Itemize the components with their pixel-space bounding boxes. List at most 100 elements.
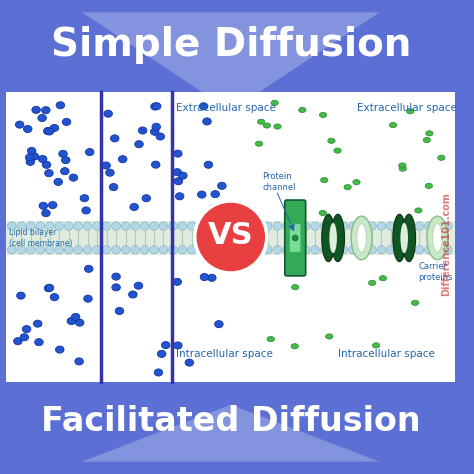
Ellipse shape <box>34 320 42 327</box>
Circle shape <box>17 222 26 230</box>
Text: Carrier
proteins: Carrier proteins <box>419 263 453 282</box>
Ellipse shape <box>62 156 70 164</box>
Text: Intracellular space: Intracellular space <box>338 349 435 359</box>
Ellipse shape <box>54 178 63 185</box>
Circle shape <box>368 222 376 230</box>
Text: Difference101.com: Difference101.com <box>442 191 452 296</box>
Circle shape <box>377 246 386 254</box>
Circle shape <box>273 246 282 254</box>
Ellipse shape <box>20 334 28 341</box>
FancyBboxPatch shape <box>290 224 301 252</box>
Ellipse shape <box>174 178 182 185</box>
Circle shape <box>169 246 177 254</box>
Polygon shape <box>82 405 380 462</box>
Ellipse shape <box>72 313 80 320</box>
Circle shape <box>83 246 92 254</box>
Ellipse shape <box>319 112 327 118</box>
Ellipse shape <box>438 155 445 160</box>
Ellipse shape <box>425 183 433 189</box>
Circle shape <box>387 246 395 254</box>
Ellipse shape <box>115 308 124 314</box>
Circle shape <box>188 222 196 230</box>
Ellipse shape <box>433 224 442 252</box>
Circle shape <box>178 246 187 254</box>
Circle shape <box>140 246 149 254</box>
Ellipse shape <box>411 300 419 305</box>
Ellipse shape <box>204 161 213 168</box>
Circle shape <box>415 222 424 230</box>
Polygon shape <box>82 12 380 111</box>
Ellipse shape <box>153 103 161 110</box>
Circle shape <box>235 246 244 254</box>
Ellipse shape <box>44 285 53 292</box>
Circle shape <box>292 222 301 230</box>
Ellipse shape <box>203 118 211 125</box>
Ellipse shape <box>263 123 271 128</box>
Ellipse shape <box>42 161 51 168</box>
Circle shape <box>121 246 130 254</box>
Circle shape <box>292 235 298 241</box>
Ellipse shape <box>257 119 265 124</box>
Ellipse shape <box>357 224 366 252</box>
Ellipse shape <box>156 133 164 140</box>
Ellipse shape <box>69 174 78 181</box>
Circle shape <box>226 222 234 230</box>
Circle shape <box>377 222 386 230</box>
Circle shape <box>339 222 348 230</box>
Ellipse shape <box>274 124 281 129</box>
Ellipse shape <box>369 280 376 285</box>
Ellipse shape <box>173 342 182 349</box>
Ellipse shape <box>134 282 143 289</box>
Ellipse shape <box>42 210 50 217</box>
Ellipse shape <box>106 169 114 176</box>
Ellipse shape <box>42 107 50 114</box>
Ellipse shape <box>138 127 147 134</box>
Circle shape <box>102 222 111 230</box>
Circle shape <box>27 246 35 254</box>
Circle shape <box>159 246 168 254</box>
Circle shape <box>36 222 45 230</box>
Circle shape <box>406 246 414 254</box>
Text: Protein
channel: Protein channel <box>262 173 296 191</box>
Ellipse shape <box>26 154 34 161</box>
Circle shape <box>93 222 101 230</box>
Circle shape <box>444 246 452 254</box>
Ellipse shape <box>38 114 46 121</box>
Circle shape <box>320 246 329 254</box>
Circle shape <box>27 222 35 230</box>
Circle shape <box>195 201 267 273</box>
Ellipse shape <box>326 334 333 339</box>
Ellipse shape <box>30 153 39 160</box>
Ellipse shape <box>80 195 89 202</box>
Bar <box>6 221 456 255</box>
Ellipse shape <box>407 109 414 114</box>
Polygon shape <box>6 12 456 149</box>
Circle shape <box>178 222 187 230</box>
Circle shape <box>55 222 64 230</box>
Ellipse shape <box>110 135 119 142</box>
Circle shape <box>197 222 206 230</box>
Circle shape <box>245 246 253 254</box>
Ellipse shape <box>50 293 59 301</box>
Ellipse shape <box>128 291 137 298</box>
Ellipse shape <box>112 284 120 291</box>
Ellipse shape <box>351 216 372 260</box>
Ellipse shape <box>179 172 187 179</box>
Circle shape <box>358 222 367 230</box>
Circle shape <box>74 246 82 254</box>
Circle shape <box>311 246 319 254</box>
Ellipse shape <box>173 278 182 285</box>
Ellipse shape <box>24 126 32 133</box>
Ellipse shape <box>373 343 380 348</box>
Circle shape <box>320 222 329 230</box>
Ellipse shape <box>102 162 110 169</box>
Ellipse shape <box>84 295 92 302</box>
Ellipse shape <box>175 193 184 200</box>
Ellipse shape <box>334 148 341 153</box>
Circle shape <box>396 222 405 230</box>
Ellipse shape <box>211 191 219 198</box>
Ellipse shape <box>299 108 306 113</box>
Text: Extracellular space: Extracellular space <box>357 103 456 113</box>
Circle shape <box>93 246 101 254</box>
Bar <box>6 12 456 92</box>
